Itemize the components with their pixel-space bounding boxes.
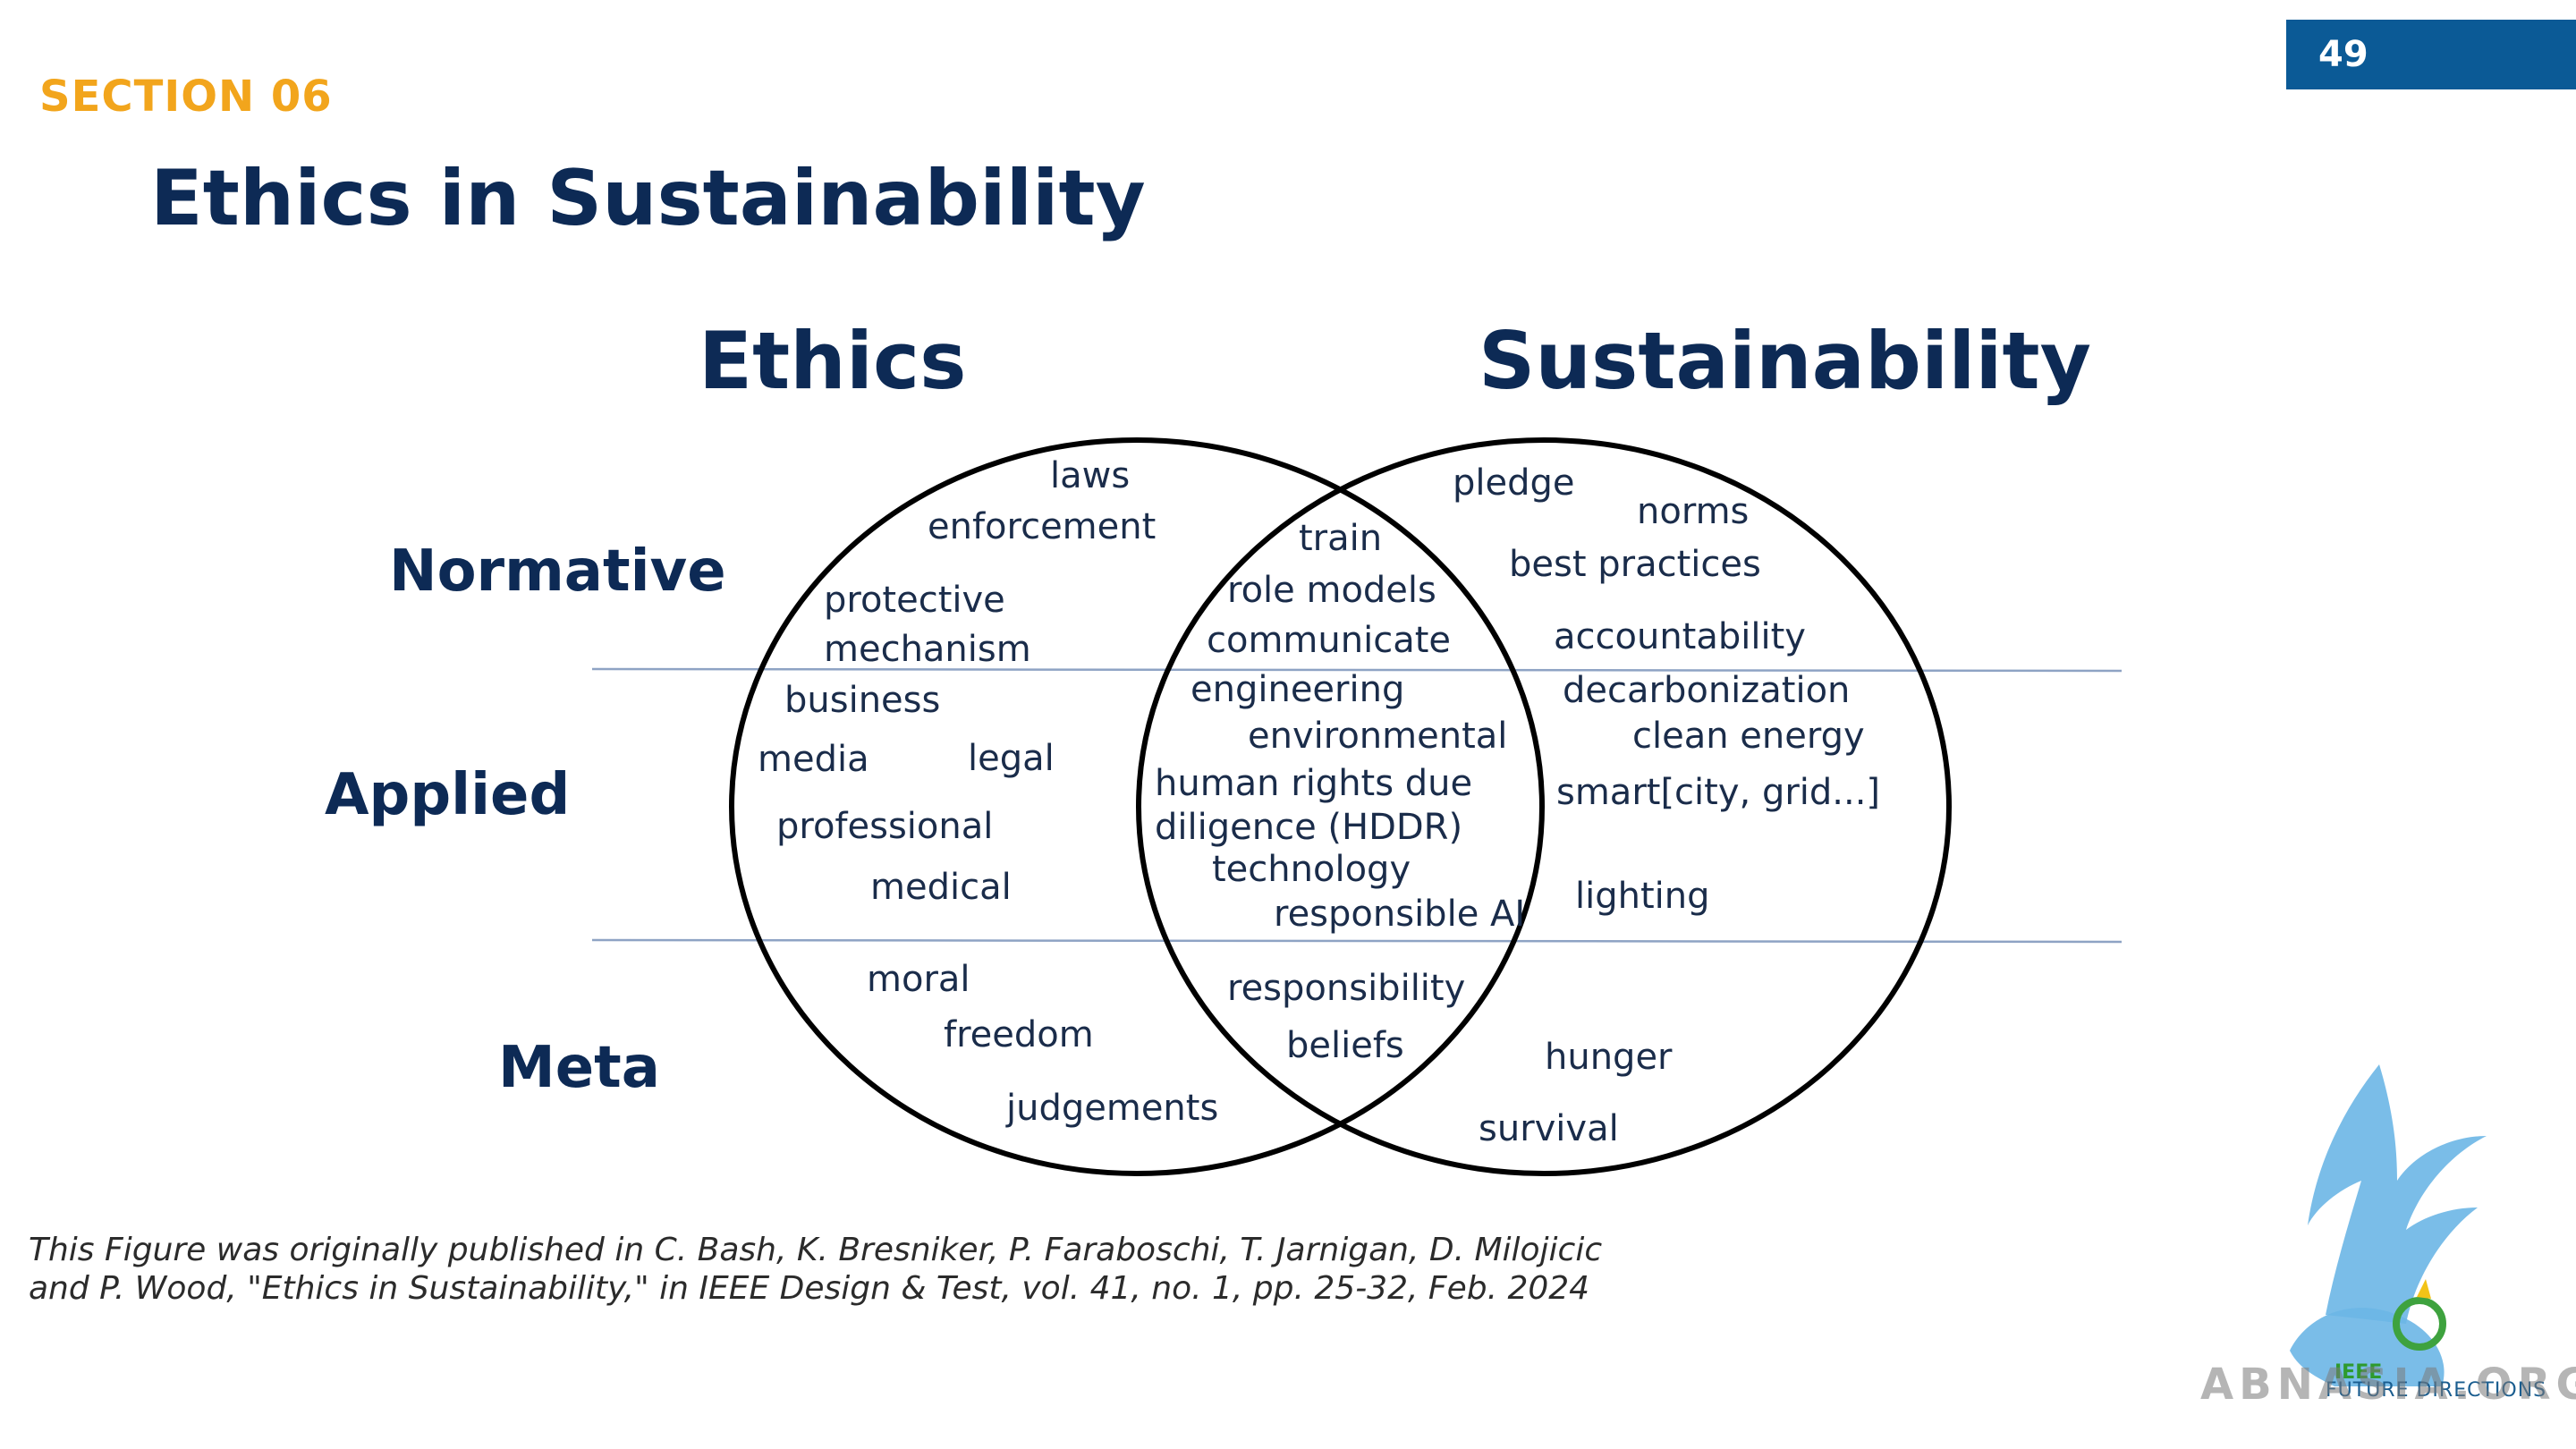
diagram-term: best practices	[1509, 544, 1761, 585]
diagram-term: laws	[1050, 455, 1131, 496]
logo-program-text: FUTURE DIRECTIONS	[2326, 1379, 2547, 1402]
row-label-applied: Applied	[325, 762, 571, 828]
diagram-term: lighting	[1575, 876, 1710, 917]
diagram-term: professional	[776, 806, 994, 847]
diagram-term: responsibility	[1227, 968, 1466, 1009]
row-label-meta: Meta	[498, 1035, 660, 1101]
diagram-term: technology	[1212, 849, 1411, 890]
diagram-term: survival	[1479, 1108, 1619, 1149]
diagram-term: responsible AI	[1274, 894, 1526, 935]
diagram-term: pledge	[1453, 462, 1575, 504]
diagram-term: smart[city, grid...]	[1556, 772, 1881, 813]
griffin-logo-icon	[2290, 1064, 2487, 1386]
diagram-term: communicate	[1207, 620, 1452, 661]
diagram-term: beliefs	[1286, 1025, 1404, 1066]
diagram-term: train	[1299, 518, 1383, 559]
diagram-term: medical	[870, 867, 1012, 908]
diagram-term: diligence (HDDR)	[1155, 807, 1463, 848]
diagram-term: accountability	[1554, 616, 1806, 657]
diagram-term: freedom	[944, 1014, 1094, 1055]
diagram-term: role models	[1227, 570, 1436, 611]
sustainability-circle	[1136, 437, 1952, 1176]
logo-org-text: IEEE	[2334, 1361, 2383, 1384]
diagram-term: human rights due	[1155, 763, 1473, 804]
diagram-term: enforcement	[928, 506, 1157, 547]
row-divider-bottom	[591, 938, 2123, 944]
citation-caption: This Figure was originally published in …	[29, 1232, 1603, 1307]
diagram-term: environmental	[1248, 716, 1508, 757]
diagram-term: norms	[1637, 491, 1750, 532]
diagram-term: decarbonization	[1563, 670, 1851, 711]
diagram-term: moral	[867, 959, 970, 1000]
row-label-normative: Normative	[389, 538, 726, 605]
section-label: SECTION 06	[39, 72, 333, 122]
diagram-term: hunger	[1545, 1037, 1673, 1078]
diagram-term: mechanism	[824, 629, 1031, 670]
diagram-term: legal	[968, 738, 1055, 779]
ethics-set-title: Ethics	[699, 315, 967, 407]
ethics-circle	[729, 437, 1545, 1176]
diagram-term: protective	[824, 580, 1005, 621]
diagram-term: business	[784, 680, 941, 721]
diagram-term: media	[758, 739, 869, 780]
diagram-term: clean energy	[1632, 716, 1865, 757]
diagram-term: judgements	[1006, 1088, 1219, 1129]
sustainability-set-title: Sustainability	[1479, 315, 2091, 407]
row-divider-top	[591, 667, 2123, 673]
watermark-text: ABNASIA.ORG	[2200, 1360, 2576, 1410]
logo-block: IEEE FUTURE DIRECTIONS ABNASIA.ORG	[2182, 1055, 2576, 1413]
diagram-term: engineering	[1191, 669, 1405, 710]
page-title: Ethics in Sustainability	[150, 154, 1146, 243]
page-number-badge: 49	[2286, 20, 2576, 89]
